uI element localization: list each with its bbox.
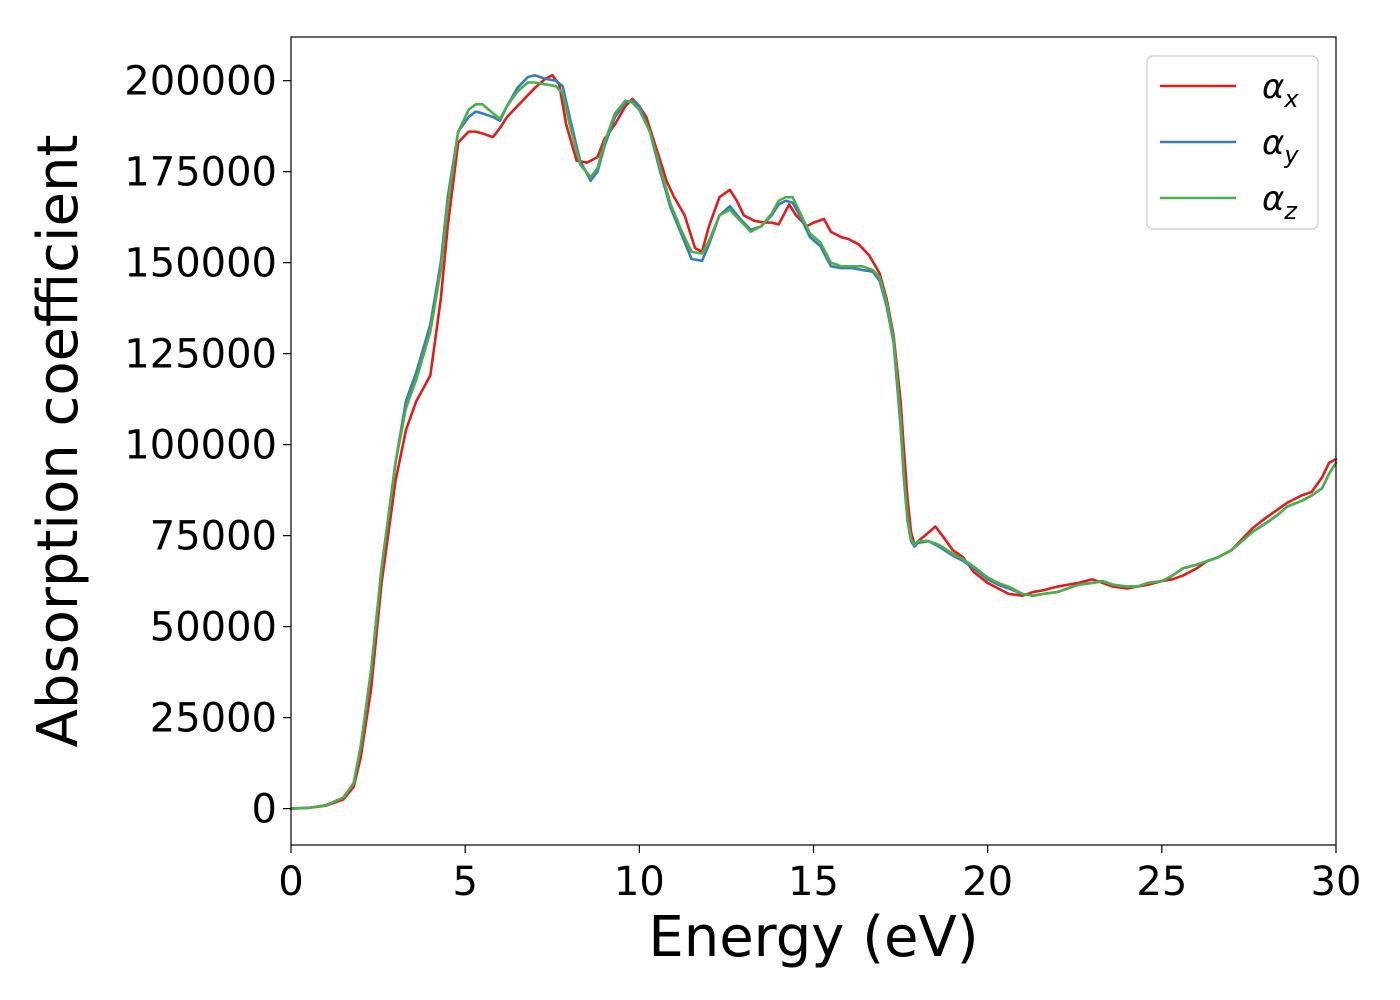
y-tick-label: 25000 [150,696,277,742]
legend-label-x: αx [1262,67,1299,113]
x-tick-label: 20 [962,859,1013,905]
x-tick-label: 30 [1311,859,1362,905]
y-tick-label: 100000 [124,423,277,469]
x-tick-label: 25 [1136,859,1187,905]
y-tick-label: 200000 [124,59,277,105]
y-tick-label: 125000 [124,332,277,378]
y-tick-label: 50000 [150,605,277,651]
y-axis-ticks: 0 25000 50000 75000 100000 125000 150000 175000… [124,59,291,833]
series-layer [289,73,1338,810]
legend: αx αy αz [1146,55,1319,230]
x-tick-label: 15 [788,859,839,905]
y-tick-label: 150000 [124,241,277,287]
series-line-z [289,81,1338,810]
legend-label-z: αz [1262,179,1298,225]
y-axis-title: Absorption coefficient [26,135,91,748]
x-tick-label: 5 [452,859,477,905]
x-tick-label: 10 [614,859,665,905]
y-tick-label: 175000 [124,150,277,196]
x-axis-ticks: 0 5 10 15 20 25 30 [278,845,1361,905]
legend-label-y: αy [1262,123,1299,169]
y-tick-label: 75000 [150,514,277,560]
x-tick-label: 0 [278,859,303,905]
y-tick-label: 0 [252,787,277,833]
x-axis-title: Energy (eV) [648,905,978,970]
